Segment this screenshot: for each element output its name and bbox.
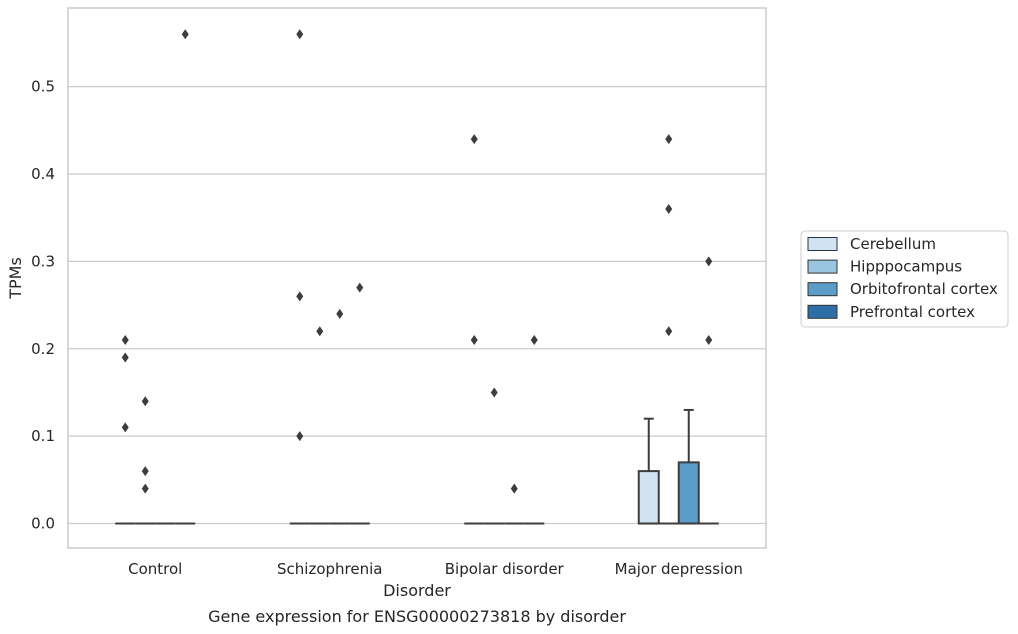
box	[524, 335, 545, 525]
x-tick-labels: Control Schizophrenia Bipolar disorder Majo…	[128, 560, 743, 578]
x-tick-label: Bipolar disorder	[445, 560, 565, 578]
legend-label: Hipppocampus	[850, 258, 962, 276]
outlier-point	[141, 483, 149, 494]
outlier-point	[316, 326, 324, 337]
outlier-point	[490, 387, 498, 398]
legend-item: Orbitofrontal cortex	[807, 280, 998, 298]
y-tick-labels: 0.0 0.1 0.2 0.3 0.4 0.5	[31, 78, 55, 533]
y-tick-label: 0.2	[31, 340, 55, 358]
outlier-point	[296, 29, 304, 40]
y-tick-label: 0.3	[31, 252, 55, 270]
legend-label: Orbitofrontal cortex	[850, 280, 998, 298]
box	[135, 396, 156, 525]
legend-swatch	[807, 282, 838, 297]
outlier-point	[705, 256, 713, 267]
legend-swatch	[807, 237, 838, 251]
legend-swatch	[807, 259, 838, 274]
box	[677, 408, 700, 525]
outlier-point	[665, 203, 673, 214]
outlier-point	[665, 326, 673, 337]
outlier-point	[296, 431, 304, 442]
box-series	[115, 29, 719, 525]
y-tick-label: 0.4	[31, 165, 55, 183]
outlier-point	[665, 134, 673, 145]
outlier-point	[181, 29, 189, 40]
box	[698, 256, 719, 525]
y-tick-label: 0.0	[31, 515, 55, 533]
outlier-point	[510, 483, 518, 494]
y-tick-label: 0.5	[31, 78, 55, 96]
box	[637, 417, 660, 525]
outlier-point	[336, 308, 344, 319]
outlier-point	[470, 335, 478, 346]
box	[658, 134, 679, 525]
box	[289, 29, 310, 525]
chart-title: Gene expression for ENSG00000273818 by d…	[208, 607, 626, 626]
box	[175, 29, 196, 525]
legend-item: Cerebellum	[807, 235, 936, 253]
outlier-point	[530, 335, 538, 346]
legend-swatch	[807, 304, 838, 319]
x-tick-label: Schizophrenia	[277, 560, 382, 578]
plot-frame	[67, 7, 767, 549]
box	[349, 282, 370, 525]
legend-item: Prefrontal cortex	[807, 303, 975, 321]
outlier-point	[296, 291, 304, 302]
outlier-point	[141, 396, 149, 407]
box-body	[677, 461, 700, 525]
box	[329, 308, 350, 525]
plot-background	[68, 8, 766, 548]
outlier-point	[470, 134, 478, 145]
x-tick-label: Control	[128, 560, 182, 578]
legend-frame	[800, 230, 1009, 328]
box	[309, 326, 330, 525]
legend-item: Hipppocampus	[807, 258, 962, 276]
y-axis-label: TPMs	[6, 257, 25, 300]
series-group	[135, 134, 679, 525]
outlier-point	[121, 352, 129, 363]
legend-label: Cerebellum	[850, 235, 936, 253]
series-group	[175, 29, 719, 525]
outlier-point	[141, 466, 149, 477]
outlier-point	[121, 422, 129, 433]
box-body	[637, 470, 660, 525]
outlier-point	[705, 335, 713, 346]
box	[484, 387, 505, 525]
outlier-point	[356, 282, 364, 293]
series-group	[155, 308, 700, 525]
y-tick-label: 0.1	[31, 427, 55, 445]
box	[464, 134, 485, 525]
legend-label: Prefrontal cortex	[850, 303, 975, 321]
legend: Cerebellum Hipppocampus Orbitofrontal cort…	[800, 230, 1009, 328]
series-group	[115, 29, 660, 525]
x-tick-label: Major depression	[615, 560, 743, 578]
box	[115, 335, 136, 525]
x-axis-label: Disorder	[383, 581, 451, 600]
outlier-point	[121, 335, 129, 346]
box	[504, 483, 525, 525]
